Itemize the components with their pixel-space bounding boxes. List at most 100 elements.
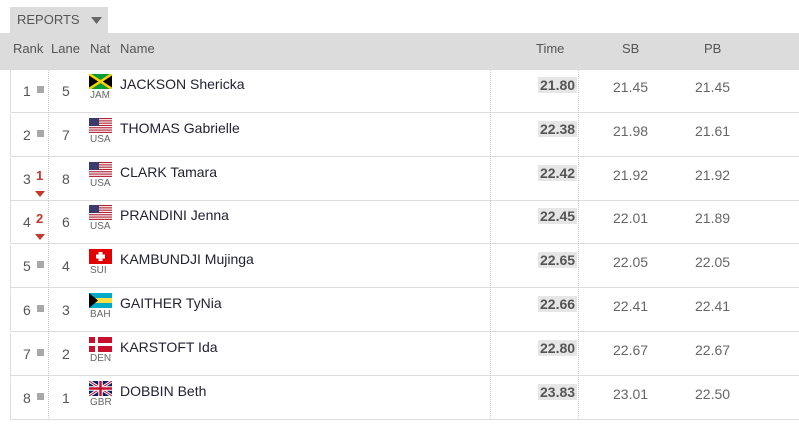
column-divider <box>490 157 491 201</box>
column-divider <box>578 157 579 201</box>
rank-marker <box>37 305 44 312</box>
personal-best: 22.41 <box>695 298 731 314</box>
season-best: 21.92 <box>613 166 649 183</box>
flag <box>89 161 112 182</box>
time: 22.66 <box>538 296 578 312</box>
header-cell: Nat <box>90 41 111 56</box>
rank: 8 <box>23 389 31 406</box>
athlete-name: JACKSON Shericka <box>120 76 245 92</box>
header-cell: Rank <box>13 41 44 56</box>
dropdown-icon[interactable] <box>91 17 102 24</box>
column-divider <box>48 376 49 420</box>
lane: 7 <box>62 126 70 143</box>
rank-marker <box>37 261 44 269</box>
column-divider <box>490 245 491 289</box>
season-best: 22.01 <box>613 210 649 227</box>
rank-marker <box>37 348 44 356</box>
lane: 6 <box>62 214 70 231</box>
personal-best: 22.67 <box>695 341 731 358</box>
time: 22.38 <box>538 120 578 137</box>
rank: 5 <box>23 258 31 275</box>
column-divider <box>48 332 49 376</box>
table-row: 2 7 USA THOMAS Gabrielle 22.38 21.98 21.61 <box>10 113 799 157</box>
column-divider <box>578 113 579 157</box>
nat-code: USA <box>90 133 111 145</box>
rank: 7 <box>23 345 31 362</box>
athlete-name: KARSTOFT Ida <box>120 338 218 355</box>
header-cell: SB <box>622 41 640 56</box>
time: 22.65 <box>538 252 578 269</box>
header-cell: Time <box>536 41 565 56</box>
column-divider <box>490 201 491 245</box>
header-cell: Lane <box>51 41 80 56</box>
rank-change: 1 <box>36 167 44 183</box>
down-arrow <box>35 227 45 245</box>
table-row: 3 1 8 USA CLARK Tamara 22.42 21.92 21.92 <box>10 157 799 202</box>
column-divider <box>48 201 49 245</box>
athlete-name: THOMAS Gabrielle <box>120 119 240 136</box>
lane: 3 <box>62 302 70 318</box>
header-cell: Name <box>120 41 155 56</box>
flag <box>89 117 112 138</box>
nat-code: JAM <box>90 90 110 101</box>
rank-marker <box>37 392 44 400</box>
rank: 3 <box>23 170 31 187</box>
rank: 6 <box>23 302 31 318</box>
time: 21.80 <box>538 77 578 93</box>
time: 22.80 <box>538 339 578 356</box>
time: 22.42 <box>538 164 578 181</box>
column-divider <box>48 70 49 113</box>
rank-marker <box>37 86 44 93</box>
season-best: 21.45 <box>613 79 649 95</box>
personal-best: 21.45 <box>695 79 731 95</box>
flag <box>89 336 112 357</box>
nat-code: DEN <box>90 352 112 364</box>
personal-best: 21.89 <box>695 210 731 227</box>
column-divider <box>48 157 49 201</box>
nat-code: SUI <box>90 265 107 277</box>
table-row: 4 2 6 USA PRANDINI Jenna 22.45 22.01 21.89 <box>10 201 799 245</box>
rank-change: 2 <box>36 211 44 227</box>
rank-marker <box>37 129 44 137</box>
personal-best: 21.61 <box>695 122 731 139</box>
reports-button[interactable]: REPORTS <box>10 7 108 33</box>
nat-code: USA <box>90 177 111 189</box>
lane: 5 <box>62 83 70 99</box>
lane: 4 <box>62 258 70 275</box>
athlete-name: PRANDINI Jenna <box>120 207 229 224</box>
nat-code: USA <box>90 221 111 233</box>
column-divider <box>490 289 491 332</box>
table-row: 8 1 GBR DOBBIN Beth 23.83 23.01 22.50 <box>10 376 799 420</box>
flag <box>89 249 112 269</box>
column-divider <box>490 332 491 376</box>
table-row: 7 2 DEN KARSTOFT Ida 22.80 22.67 22.67 <box>10 332 799 376</box>
column-divider <box>490 70 491 113</box>
header-cell: PB <box>704 41 722 56</box>
lane: 2 <box>62 345 70 362</box>
personal-best: 21.92 <box>695 166 731 183</box>
column-divider <box>578 332 579 376</box>
column-divider <box>490 376 491 420</box>
column-divider <box>578 245 579 289</box>
personal-best: 22.50 <box>695 385 731 402</box>
season-best: 22.05 <box>613 254 649 271</box>
season-best: 23.01 <box>613 385 649 402</box>
lane: 8 <box>62 170 70 187</box>
season-best: 21.98 <box>613 122 649 139</box>
flag <box>89 293 112 313</box>
reports-label[interactable]: REPORTS <box>17 12 80 27</box>
athlete-name: CLARK Tamara <box>120 163 218 180</box>
rank: 1 <box>23 83 31 99</box>
column-divider <box>48 289 49 332</box>
column-divider <box>48 245 49 289</box>
table-row: 6 3 BAH GAITHER TyNia 22.66 22.41 22.41 <box>10 289 799 332</box>
column-divider <box>578 70 579 113</box>
down-arrow <box>35 184 45 202</box>
nat-code: BAH <box>90 309 111 320</box>
rank: 2 <box>23 126 31 143</box>
column-divider <box>578 201 579 245</box>
column-divider <box>578 289 579 332</box>
season-best: 22.67 <box>613 341 649 358</box>
season-best: 22.41 <box>613 298 649 314</box>
